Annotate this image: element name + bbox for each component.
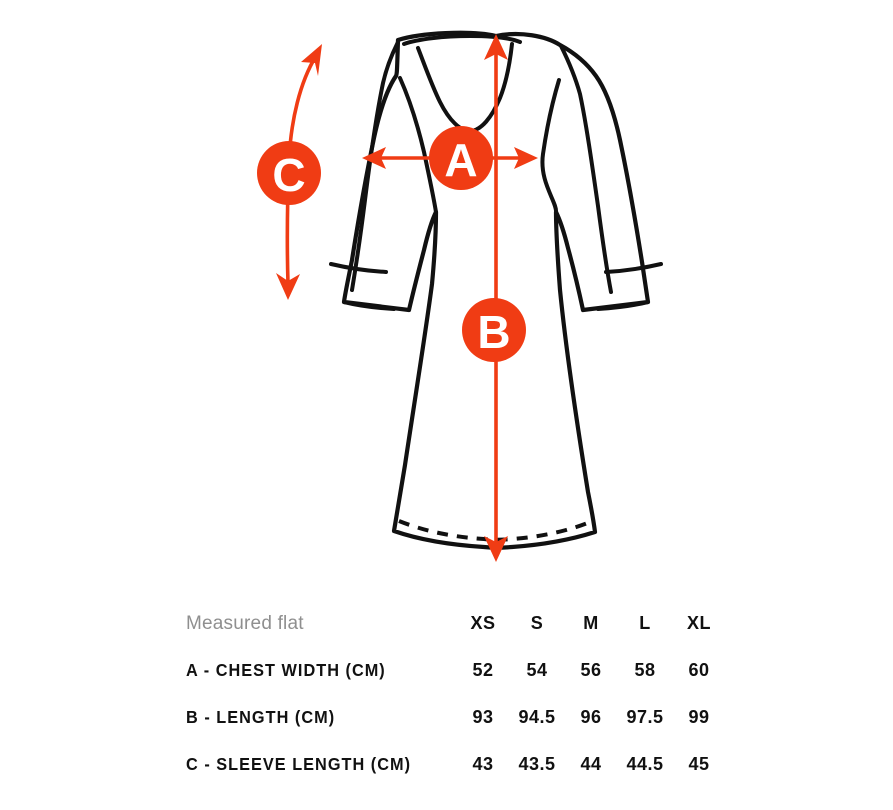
marker-a-circle [429,126,493,190]
marker-c: C [257,141,321,205]
cell-sleeve-length-l: 44.5 [626,754,664,774]
left-shoulder-seam [350,40,400,292]
measure-c-arrow-up [301,44,322,76]
measured-flat-label: Measured flat [186,612,304,634]
cell-chest-width-l: 58 [634,660,656,680]
neckline-facing [402,34,522,46]
table-row: B - LENGTH (CM) 93 94.5 96 97.5 99 [186,694,726,741]
table-row: C - SLEEVE LENGTH (CM) 43 43.5 44 44.5 4… [186,741,726,788]
size-header-xl: XL [686,613,711,633]
row-label-chest-width: A - CHEST WIDTH (CM) [186,660,386,680]
table-row: A - CHEST WIDTH (CM) 52 54 56 58 60 [186,647,726,694]
cell-length-xl: 99 [688,707,710,727]
measurement-table: Measured flat XS S M L XL A - CHEST WIDT… [186,600,726,788]
cell-chest-width-xl: 60 [688,660,710,680]
marker-b-letter: B [477,306,510,358]
cell-sleeve-length-m: 44 [580,754,602,774]
cell-chest-width-xs: 52 [472,660,494,680]
cell-sleeve-length-s: 43.5 [518,754,556,774]
right-cuff [604,262,663,274]
measure-b-arrow-up [484,34,508,60]
measure-a-arrow-left [362,147,386,169]
size-header-m: M [583,613,599,633]
row-label-length: B - LENGTH (CM) [186,707,336,727]
cell-length-l: 97.5 [626,707,664,727]
marker-c-letter: C [272,149,305,201]
table-header-row: Measured flat XS S M L XL [186,600,726,647]
right-cuff-hem [596,300,650,311]
right-side-seam [540,78,561,214]
cell-length-m: 96 [580,707,602,727]
measure-c-arrow-down [276,273,300,300]
measure-b-arrow-down [484,536,508,562]
left-cuff-hem [342,300,396,311]
marker-a-letter: A [444,134,477,186]
marker-b: B [462,298,526,362]
measure-b-group [484,34,508,562]
size-header-s: S [530,613,544,633]
cell-chest-width-m: 56 [580,660,602,680]
size-header-xs: XS [470,613,496,633]
cell-length-s: 94.5 [518,707,556,727]
left-cuff [329,262,388,274]
row-label-sleeve-length: C - SLEEVE LENGTH (CM) [186,754,412,774]
cell-sleeve-length-xl: 45 [688,754,710,774]
size-header-l: L [639,613,651,633]
cell-chest-width-s: 54 [526,660,548,680]
cell-length-xs: 93 [472,707,494,727]
garment-illustration: A B C [257,30,663,562]
cell-sleeve-length-xs: 43 [472,754,494,774]
left-side-seam [398,76,438,214]
measure-a-arrow-right [514,147,538,169]
marker-b-circle [462,298,526,362]
right-shoulder-seam [559,44,613,294]
marker-c-circle [257,141,321,205]
marker-a: A [429,126,493,190]
